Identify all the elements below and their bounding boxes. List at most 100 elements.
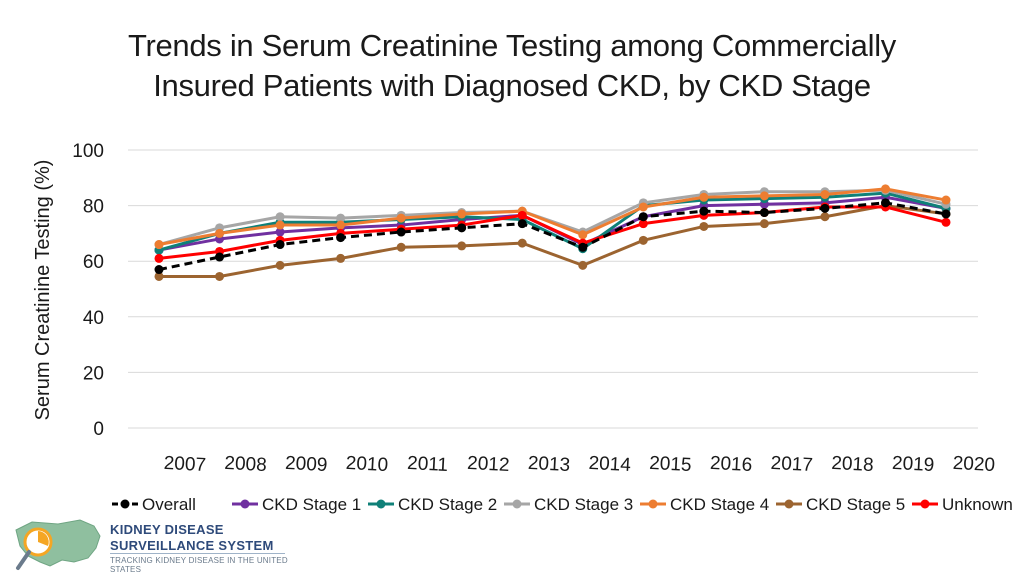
point-ckd-stage-5-2017 <box>759 219 769 229</box>
x-tick-label: 2009 <box>285 453 328 476</box>
point-ckd-stage-4-2018 <box>820 189 830 199</box>
point-ckd-stage-4-2016 <box>699 192 709 202</box>
legend-swatch-marker <box>240 499 250 509</box>
point-ckd-stage-4-2012 <box>457 209 467 219</box>
point-ckd-stage-3-2010 <box>336 213 346 223</box>
series-ckd-stage-4 <box>154 184 951 250</box>
point-overall-2020 <box>941 209 951 219</box>
point-ckd-stage-4-2020 <box>941 195 951 205</box>
point-ckd-stage-5-2007 <box>154 271 164 281</box>
x-tick-label: 2015 <box>649 453 692 476</box>
x-tick-label: 2014 <box>588 453 632 476</box>
point-ckd-stage-5-2010 <box>336 253 346 263</box>
point-ckd-stage-5-2012 <box>457 241 467 251</box>
kdss-logo: KIDNEY DISEASE SURVEILLANCE SYSTEM TRACK… <box>10 516 300 574</box>
point-ckd-stage-3-2009 <box>275 212 285 222</box>
series-line-unknown <box>158 205 947 260</box>
x-tick-label: 2016 <box>709 453 752 476</box>
legend-label: Overall <box>142 495 196 514</box>
x-tick-label: 2007 <box>163 453 206 476</box>
legend-label: CKD Stage 1 <box>262 495 361 514</box>
legend-item-ckd-stage-5[interactable]: CKD Stage 5 <box>776 495 905 514</box>
point-ckd-stage-5-2018 <box>820 212 830 222</box>
point-ckd-stage-4-2008 <box>215 228 225 238</box>
point-ckd-stage-4-2011 <box>396 213 406 223</box>
point-overall-2012 <box>457 223 467 233</box>
legend-swatch-marker <box>648 499 658 509</box>
legend-swatch-marker <box>120 499 130 509</box>
point-ckd-stage-4-2009 <box>275 220 285 230</box>
legend-item-ckd-stage-1[interactable]: CKD Stage 1 <box>232 495 361 514</box>
y-tick-label: 100 <box>72 141 104 162</box>
point-overall-2017 <box>759 208 769 218</box>
point-ckd-stage-5-2016 <box>699 221 709 231</box>
point-overall-2018 <box>820 203 830 213</box>
legend-label: Unknown <box>942 495 1013 514</box>
x-tick-label: 2010 <box>345 453 388 476</box>
point-ckd-stage-4-2010 <box>336 220 346 230</box>
x-tick-label: 2011 <box>407 453 449 476</box>
y-axis-ticks: 0 20 40 60 80 100 <box>72 141 104 440</box>
point-ckd-stage-4-2019 <box>880 184 890 194</box>
point-unknown-2015 <box>638 219 648 229</box>
legend-label: CKD Stage 4 <box>670 495 769 514</box>
point-ckd-stage-5-2011 <box>396 242 406 252</box>
grid <box>128 149 978 429</box>
point-ckd-stage-4-2014 <box>578 230 588 240</box>
point-ckd-stage-4-2017 <box>759 191 769 201</box>
legend-swatch-marker <box>920 499 930 509</box>
legend-label: CKD Stage 5 <box>806 495 905 514</box>
point-unknown-2020 <box>941 217 951 227</box>
point-overall-2014 <box>578 242 588 252</box>
x-tick-label: 2017 <box>770 453 813 476</box>
point-overall-2019 <box>880 198 890 208</box>
legend-swatch-marker <box>784 499 794 509</box>
logo-line3: TRACKING KIDNEY DISEASE IN THE UNITED ST… <box>110 556 288 574</box>
point-unknown-2007 <box>154 253 164 263</box>
point-ckd-stage-5-2015 <box>638 235 648 245</box>
point-ckd-stage-5-2014 <box>578 260 588 270</box>
legend-item-unknown[interactable]: Unknown <box>912 495 1013 514</box>
x-tick-label: 2008 <box>224 453 267 476</box>
point-ckd-stage-4-2015 <box>638 202 648 212</box>
legend-swatch-marker <box>376 499 386 509</box>
x-tick-label: 2019 <box>892 453 935 476</box>
chart-title-line2: Insured Patients with Diagnosed CKD, by … <box>153 68 871 103</box>
series-line-ckd-stage-4 <box>158 187 947 246</box>
x-tick-label: 2013 <box>527 453 570 476</box>
point-overall-2010 <box>336 233 346 243</box>
x-axis-ticks: 2007 2008 2009 2010 2011 2012 2013 2014 2015 2016… <box>163 453 995 476</box>
point-unknown-2013 <box>517 210 527 220</box>
point-overall-2013 <box>517 219 527 229</box>
point-ckd-stage-1-2009 <box>275 227 285 237</box>
series-line-ckd-stage-5 <box>159 204 947 278</box>
series-group <box>154 184 951 281</box>
y-tick-label: 40 <box>83 308 104 329</box>
y-tick-label: 60 <box>83 252 104 273</box>
x-tick-label: 2020 <box>952 453 995 476</box>
x-tick-label: 2018 <box>831 453 874 476</box>
point-overall-2009 <box>275 240 285 250</box>
y-tick-label: 0 <box>93 419 104 440</box>
legend[interactable]: Overall CKD Stage 1 CKD Stage 2 CKD Stage 3… <box>112 495 1013 514</box>
logo-line1: KIDNEY DISEASE <box>110 522 224 537</box>
x-tick-label: 2012 <box>467 453 510 476</box>
point-ckd-stage-5-2013 <box>517 238 527 248</box>
point-ckd-stage-5-2008 <box>215 271 225 281</box>
series-overall <box>154 198 951 275</box>
legend-item-overall[interactable]: Overall <box>112 495 196 514</box>
legend-label: CKD Stage 2 <box>398 495 497 514</box>
legend-item-ckd-stage-4[interactable]: CKD Stage 4 <box>640 495 769 514</box>
chart-title-line1: Trends in Serum Creatinine Testing among… <box>127 28 897 63</box>
y-tick-label: 80 <box>83 197 104 218</box>
logo-line2: SURVEILLANCE SYSTEM <box>110 538 274 553</box>
legend-swatch-marker <box>512 499 522 509</box>
point-overall-2007 <box>154 265 164 275</box>
legend-label: CKD Stage 3 <box>534 495 633 514</box>
legend-item-ckd-stage-3[interactable]: CKD Stage 3 <box>504 495 633 514</box>
y-tick-label: 20 <box>83 363 104 384</box>
legend-item-ckd-stage-2[interactable]: CKD Stage 2 <box>368 495 497 514</box>
point-overall-2011 <box>396 227 406 237</box>
point-overall-2016 <box>699 206 709 216</box>
